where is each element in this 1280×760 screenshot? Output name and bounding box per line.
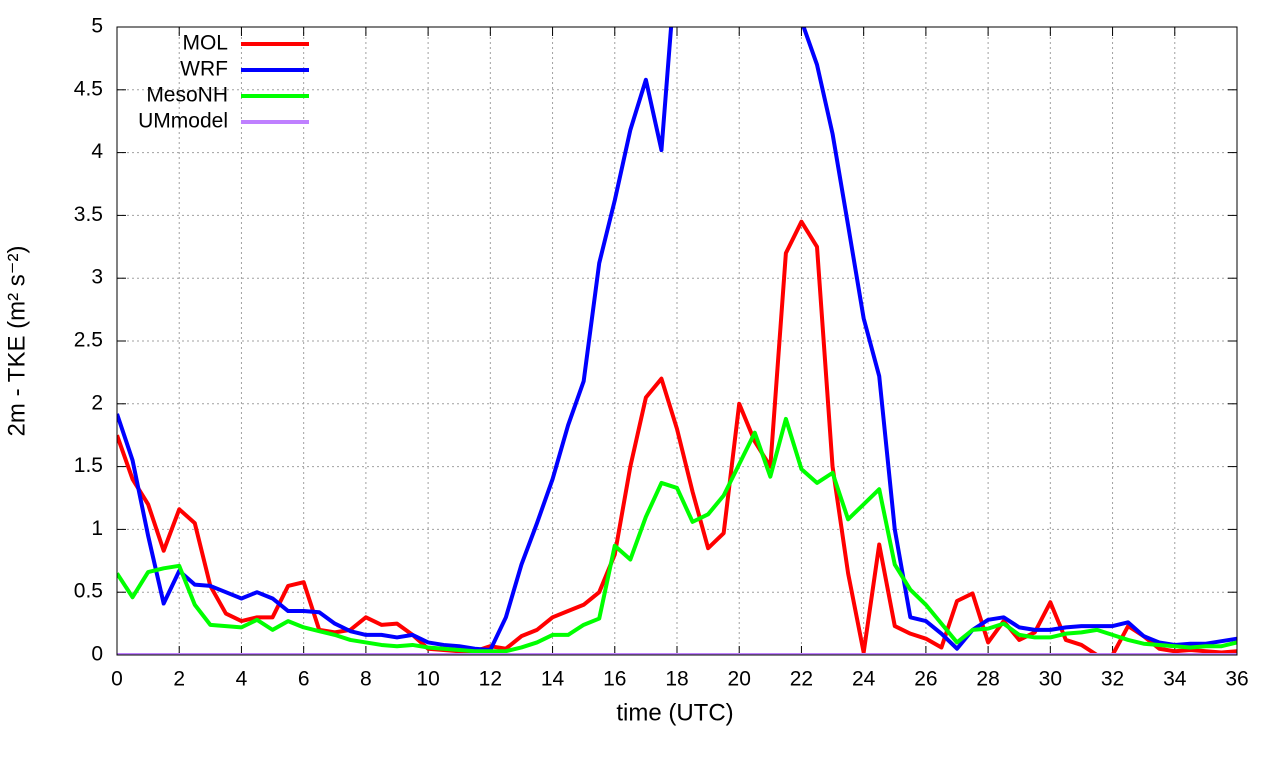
legend-label: MOL [182, 32, 228, 55]
x-tick-label: 26 [914, 668, 937, 691]
x-tick-label: 22 [790, 668, 813, 691]
series-line [117, 27, 1237, 652]
x-tick-label: 30 [1039, 668, 1062, 691]
x-tick-label: 8 [360, 668, 372, 691]
x-tick-label: 0 [111, 668, 123, 691]
series-line [117, 219, 1237, 655]
x-tick-label: 16 [603, 668, 626, 691]
x-tick-label: 18 [665, 668, 688, 691]
y-tick-label: 0.5 [74, 580, 103, 603]
x-tick-label: 12 [479, 668, 502, 691]
x-tick-label: 6 [298, 668, 310, 691]
legend-label: UMmodel [138, 110, 228, 133]
x-tick-label: 36 [1225, 668, 1248, 691]
y-tick-label: 0 [91, 643, 103, 666]
y-axis-title: 2m - TKE (m² s⁻²) [3, 246, 30, 437]
series-line [117, 416, 1237, 654]
x-tick-label: 24 [852, 668, 876, 691]
plot-area [117, 27, 1237, 655]
y-tick-label: 2 [91, 391, 103, 414]
y-tick-label: 4.5 [74, 77, 103, 100]
y-tick-label: 1 [91, 517, 103, 540]
y-tick-label: 3.5 [74, 203, 103, 226]
legend-label: WRF [180, 58, 228, 81]
x-tick-label: 10 [416, 668, 439, 691]
x-tick-label: 20 [728, 668, 751, 691]
y-tick-label: 3 [91, 266, 103, 289]
y-tick-label: 1.5 [74, 454, 103, 477]
y-tick-label: 4 [91, 140, 103, 163]
y-tick-label: 5 [91, 15, 103, 38]
legend-label: MesoNH [146, 84, 228, 107]
x-tick-label: 14 [541, 668, 565, 691]
x-tick-label: 34 [1163, 668, 1187, 691]
x-tick-label: 32 [1101, 668, 1124, 691]
x-tick-label: 28 [976, 668, 999, 691]
plot-frame [116, 26, 1238, 656]
y-tick-label: 2.5 [74, 329, 103, 352]
x-axis-title: time (UTC) [616, 699, 733, 726]
x-tick-label: 4 [236, 668, 248, 691]
x-tick-label: 2 [173, 668, 185, 691]
